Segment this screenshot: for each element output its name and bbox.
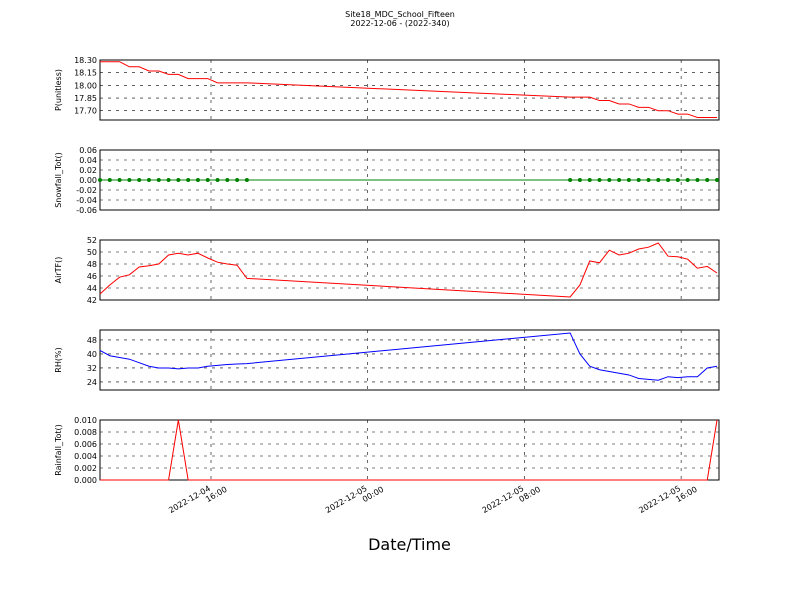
y-axis-label: RH(%) bbox=[54, 347, 63, 372]
data-point bbox=[166, 178, 171, 182]
data-point bbox=[607, 178, 612, 182]
y-tick-label: -0.04 bbox=[76, 196, 97, 205]
data-point bbox=[656, 178, 661, 182]
data-point bbox=[695, 178, 700, 182]
data-point bbox=[195, 178, 200, 182]
y-tick-label: 50 bbox=[87, 248, 97, 257]
x-tick-label: 2022-12-05 08:00 bbox=[481, 477, 542, 523]
y-tick-label: 24 bbox=[87, 378, 97, 387]
y-tick-label: 18.30 bbox=[74, 56, 97, 65]
data-point bbox=[666, 178, 671, 182]
data-point bbox=[568, 178, 573, 182]
y-tick-label: 40 bbox=[87, 350, 97, 359]
data-line bbox=[100, 419, 718, 481]
data-point bbox=[137, 178, 142, 182]
y-tick-label: 0.006 bbox=[74, 440, 97, 449]
y-tick-label: 0.06 bbox=[79, 146, 97, 155]
data-point bbox=[146, 178, 151, 182]
figure-title: Site18_MDC_School_Fifteen bbox=[345, 10, 455, 19]
y-tick-label: 17.70 bbox=[74, 107, 97, 116]
data-point bbox=[646, 178, 651, 182]
data-line bbox=[99, 242, 718, 298]
data-point bbox=[636, 178, 641, 182]
data-point bbox=[205, 178, 210, 182]
data-line bbox=[99, 332, 718, 381]
y-tick-label: 46 bbox=[87, 272, 97, 281]
data-point bbox=[626, 178, 631, 182]
data-point bbox=[117, 178, 122, 182]
data-point bbox=[156, 178, 161, 182]
data-point bbox=[215, 178, 220, 182]
y-tick-label: 0.000 bbox=[74, 476, 97, 485]
data-point bbox=[675, 178, 680, 182]
y-tick-label: -0.02 bbox=[76, 186, 97, 195]
data-point bbox=[617, 178, 622, 182]
plot-frame bbox=[99, 329, 720, 391]
plot-frame bbox=[99, 239, 720, 301]
data-point bbox=[127, 178, 132, 182]
data-point bbox=[587, 178, 592, 182]
y-tick-label: 17.85 bbox=[74, 94, 97, 103]
y-tick-label: 0.00 bbox=[79, 176, 97, 185]
plot-frame bbox=[99, 419, 720, 481]
data-point bbox=[597, 178, 602, 182]
data-point bbox=[107, 178, 112, 182]
data-point bbox=[176, 178, 181, 182]
data-point bbox=[98, 178, 102, 182]
y-axis-label: Snowfall_Tot() bbox=[54, 152, 63, 208]
x-axis-label: Date/Time bbox=[368, 535, 451, 554]
data-point bbox=[244, 178, 249, 182]
y-tick-label: 48 bbox=[87, 260, 97, 269]
y-tick-label: 0.004 bbox=[74, 452, 97, 461]
x-tick-label: 2022-12-05 00:00 bbox=[324, 477, 385, 523]
data-point bbox=[577, 178, 582, 182]
data-point bbox=[235, 178, 240, 182]
y-tick-label: 44 bbox=[87, 284, 97, 293]
y-tick-label: 48 bbox=[87, 336, 97, 345]
data-line bbox=[100, 61, 718, 118]
y-tick-label: 0.010 bbox=[74, 416, 97, 425]
x-tick-label: 2022-12-05 16:00 bbox=[637, 477, 698, 523]
figure-subtitle: 2022-12-06 - (2022-340) bbox=[350, 19, 449, 28]
y-axis-label: P(unitless) bbox=[54, 69, 63, 111]
y-tick-label: 32 bbox=[87, 364, 97, 373]
data-point bbox=[705, 178, 710, 182]
y-tick-label: 52 bbox=[87, 236, 97, 245]
y-axis-label: AirTF() bbox=[54, 257, 63, 284]
y-axis-label: Rainfall_Tot() bbox=[54, 424, 63, 476]
y-tick-label: 0.002 bbox=[74, 464, 97, 473]
plot-frame bbox=[99, 59, 720, 121]
data-point bbox=[225, 178, 230, 182]
x-tick-label: 2022-12-04 16:00 bbox=[167, 477, 228, 523]
y-tick-label: 0.02 bbox=[79, 166, 97, 175]
y-tick-label: -0.06 bbox=[76, 206, 97, 215]
y-tick-label: 42 bbox=[87, 296, 97, 305]
y-tick-label: 18.00 bbox=[74, 81, 97, 90]
data-point bbox=[186, 178, 191, 182]
y-tick-label: 0.04 bbox=[79, 156, 97, 165]
data-point bbox=[715, 178, 720, 182]
y-tick-label: 18.15 bbox=[74, 69, 97, 78]
data-point bbox=[685, 178, 690, 182]
y-tick-label: 0.008 bbox=[74, 428, 97, 437]
